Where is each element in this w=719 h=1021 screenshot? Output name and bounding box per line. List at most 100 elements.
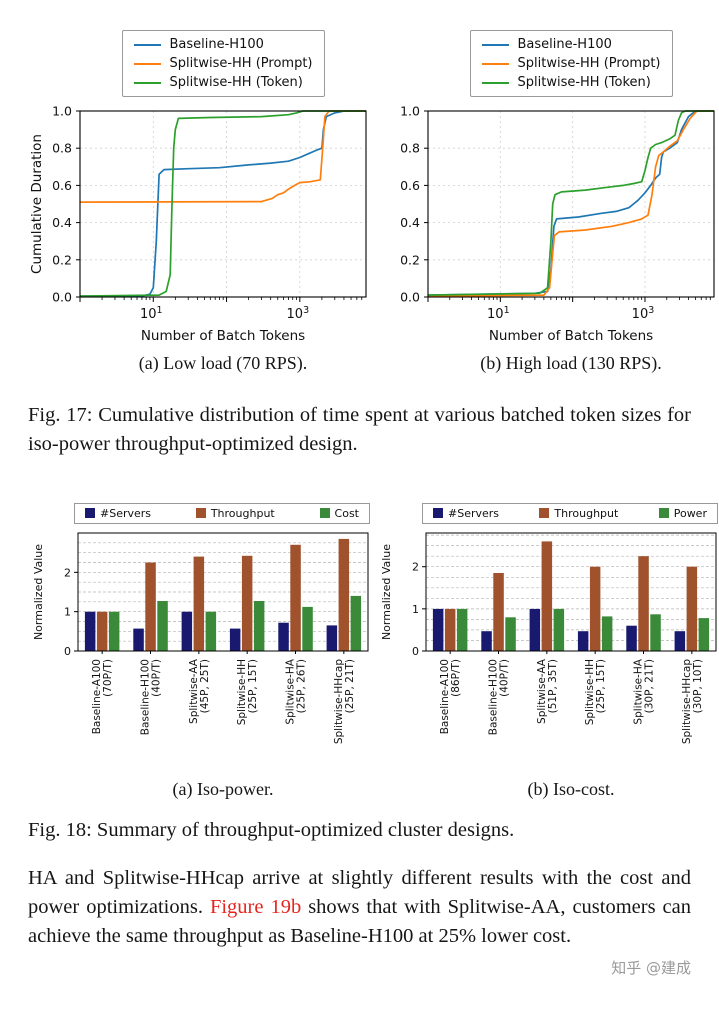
svg-text:Baseline-A100: Baseline-A100: [91, 659, 103, 734]
legend-item: Splitwise-HH (Token): [133, 75, 313, 90]
figure-17a: Baseline-H100 Splitwise-HH (Prompt) Spli…: [28, 30, 376, 375]
svg-text:101: 101: [487, 305, 510, 322]
legend-item: Splitwise-HH (Prompt): [481, 56, 661, 71]
svg-text:(30P, 10T): (30P, 10T): [692, 659, 704, 713]
figure-19b-link[interactable]: Figure 19b: [209, 895, 302, 918]
svg-text:Baseline-H100: Baseline-H100: [488, 659, 500, 735]
legend-item: Baseline-H100: [481, 37, 661, 52]
svg-text:103: 103: [632, 305, 655, 322]
legend-item: Splitwise-HH (Token): [481, 75, 661, 90]
svg-text:101: 101: [140, 305, 163, 322]
square-swatch-icon: [319, 508, 330, 519]
svg-text:(25P, 21T): (25P, 21T): [344, 659, 356, 713]
legend-label: Splitwise-HH (Prompt): [517, 56, 661, 71]
legend-label: #Servers: [448, 506, 500, 520]
legend-item: Throughput: [195, 506, 275, 520]
svg-text:0.2: 0.2: [52, 252, 72, 267]
svg-text:(45P, 25T): (45P, 25T): [199, 659, 211, 713]
svg-text:(86P/T): (86P/T): [450, 659, 462, 697]
square-swatch-icon: [195, 508, 206, 519]
svg-text:0: 0: [64, 645, 71, 658]
line-swatch-icon: [133, 62, 161, 65]
subcaption-b: (b) Iso-cost.: [527, 778, 615, 799]
legend: Baseline-H100 Splitwise-HH (Prompt) Spli…: [469, 30, 673, 97]
legend-label: Baseline-H100: [517, 37, 612, 52]
legend-item: Power: [658, 506, 707, 520]
line-swatch-icon: [481, 81, 509, 84]
svg-text:Number of Batch Tokens: Number of Batch Tokens: [141, 328, 305, 344]
svg-text:(51P, 35T): (51P, 35T): [547, 659, 559, 713]
subcaption-a: (a) Low load (70 RPS).: [138, 353, 308, 373]
svg-text:Splitwise-HA: Splitwise-HA: [285, 658, 297, 724]
legend-label: Splitwise-HH (Prompt): [169, 56, 313, 71]
legend-item: #Servers: [433, 507, 499, 520]
svg-text:Splitwise-AA: Splitwise-AA: [536, 658, 548, 724]
legend-label: Power: [673, 506, 707, 520]
svg-text:Baseline-A100: Baseline-A100: [439, 659, 451, 734]
legend: #Servers Throughput Cost: [74, 502, 370, 524]
square-swatch-icon: [433, 508, 443, 519]
svg-text:Splitwise-HA: Splitwise-HA: [633, 658, 645, 724]
svg-text:Splitwise-HH: Splitwise-HH: [584, 659, 596, 725]
svg-text:(30P, 21T): (30P, 21T): [644, 659, 656, 713]
figure-18b: #Servers Throughput Power 0 1 2 Baseline-A1…: [376, 502, 719, 801]
body-text: HA and Splitwise-HHcap arrive at slightl…: [28, 866, 691, 918]
legend-item: Throughput: [539, 507, 618, 520]
line-swatch-icon: [481, 43, 509, 46]
svg-text:2: 2: [64, 566, 71, 579]
svg-text:1: 1: [64, 605, 71, 618]
svg-text:Baseline-H100: Baseline-H100: [140, 659, 152, 735]
svg-text:0: 0: [412, 645, 419, 658]
cdf-chart-high-load: 0.0 0.2 0.4 0.6 0.8 1.0 101 103 Number of Batch …: [376, 103, 719, 345]
watermark: 知乎 @建成: [611, 958, 691, 977]
legend-label: Splitwise-HH (Token): [169, 75, 303, 90]
subcaption-b: (b) High load (130 RPS).: [480, 353, 662, 373]
svg-text:(40P/T): (40P/T): [499, 659, 511, 697]
svg-text:(70P/T): (70P/T): [102, 659, 114, 697]
square-swatch-icon: [85, 508, 95, 519]
legend-item: Splitwise-HH (Prompt): [133, 56, 313, 71]
svg-text:Number of Batch Tokens: Number of Batch Tokens: [489, 328, 653, 344]
legend-label: Throughput: [210, 506, 275, 520]
svg-text:0.2: 0.2: [400, 252, 420, 267]
legend: #Servers Throughput Power: [422, 502, 718, 524]
subcaption-a: (a) Iso-power.: [172, 778, 274, 799]
figure-18-caption: Fig. 18: Summary of throughput-optimized…: [28, 819, 515, 842]
cdf-chart-low-load: 0.0 0.2 0.4 0.6 0.8 1.0 101 103 Number of Batch …: [28, 103, 376, 345]
figure-17-caption: Fig. 17: Cumulative distribution of time…: [28, 403, 691, 455]
line-swatch-icon: [133, 81, 161, 84]
svg-text:1.0: 1.0: [52, 104, 72, 119]
svg-text:2: 2: [412, 561, 419, 574]
svg-text:0.0: 0.0: [400, 290, 420, 305]
svg-text:Normalized Value: Normalized Value: [32, 544, 45, 640]
legend-wrap: Baseline-H100 Splitwise-HH (Prompt) Spli…: [376, 30, 719, 97]
bar-chart-iso-power: 0 1 2 Baseline-A100 (70P/T) Baseline-H100 (40P…: [28, 527, 376, 771]
body-text: shows that with Splitwise-AA, customers …: [28, 895, 691, 947]
legend-item: #Servers: [85, 507, 151, 520]
legend-label: Cost: [334, 506, 359, 520]
svg-text:0.6: 0.6: [400, 178, 420, 193]
legend-label: Splitwise-HH (Token): [517, 75, 651, 90]
legend-label: Baseline-H100: [169, 37, 264, 52]
legend-label: Throughput: [554, 506, 619, 520]
legend-item: Cost: [319, 506, 359, 520]
svg-text:1.0: 1.0: [400, 104, 420, 119]
figure-17b: Baseline-H100 Splitwise-HH (Prompt) Spli…: [376, 30, 719, 375]
legend: Baseline-H100 Splitwise-HH (Prompt) Spli…: [121, 30, 325, 97]
svg-text:(40P/T): (40P/T): [151, 659, 163, 697]
line-swatch-icon: [133, 43, 161, 46]
line-swatch-icon: [481, 62, 509, 65]
svg-text:Splitwise-HHcap: Splitwise-HHcap: [333, 658, 345, 744]
svg-text:0.8: 0.8: [52, 141, 72, 156]
svg-text:0.4: 0.4: [400, 215, 420, 230]
legend-item: Baseline-H100: [133, 37, 313, 52]
legend-wrap: #Servers Throughput Cost: [28, 502, 376, 524]
figure-17: Baseline-H100 Splitwise-HH (Prompt) Spli…: [28, 30, 715, 375]
square-swatch-icon: [539, 508, 550, 519]
body-paragraph: HA and Splitwise-HHcap arrive at slightl…: [28, 864, 691, 951]
bar-chart-iso-cost: 0 1 2 Baseline-A100 (86P/T) Baseline-H100 (40P…: [376, 527, 719, 771]
svg-text:Normalized Value: Normalized Value: [380, 544, 393, 640]
svg-text:Cumulative Duration: Cumulative Duration: [29, 134, 45, 274]
svg-text:0.6: 0.6: [52, 178, 72, 193]
